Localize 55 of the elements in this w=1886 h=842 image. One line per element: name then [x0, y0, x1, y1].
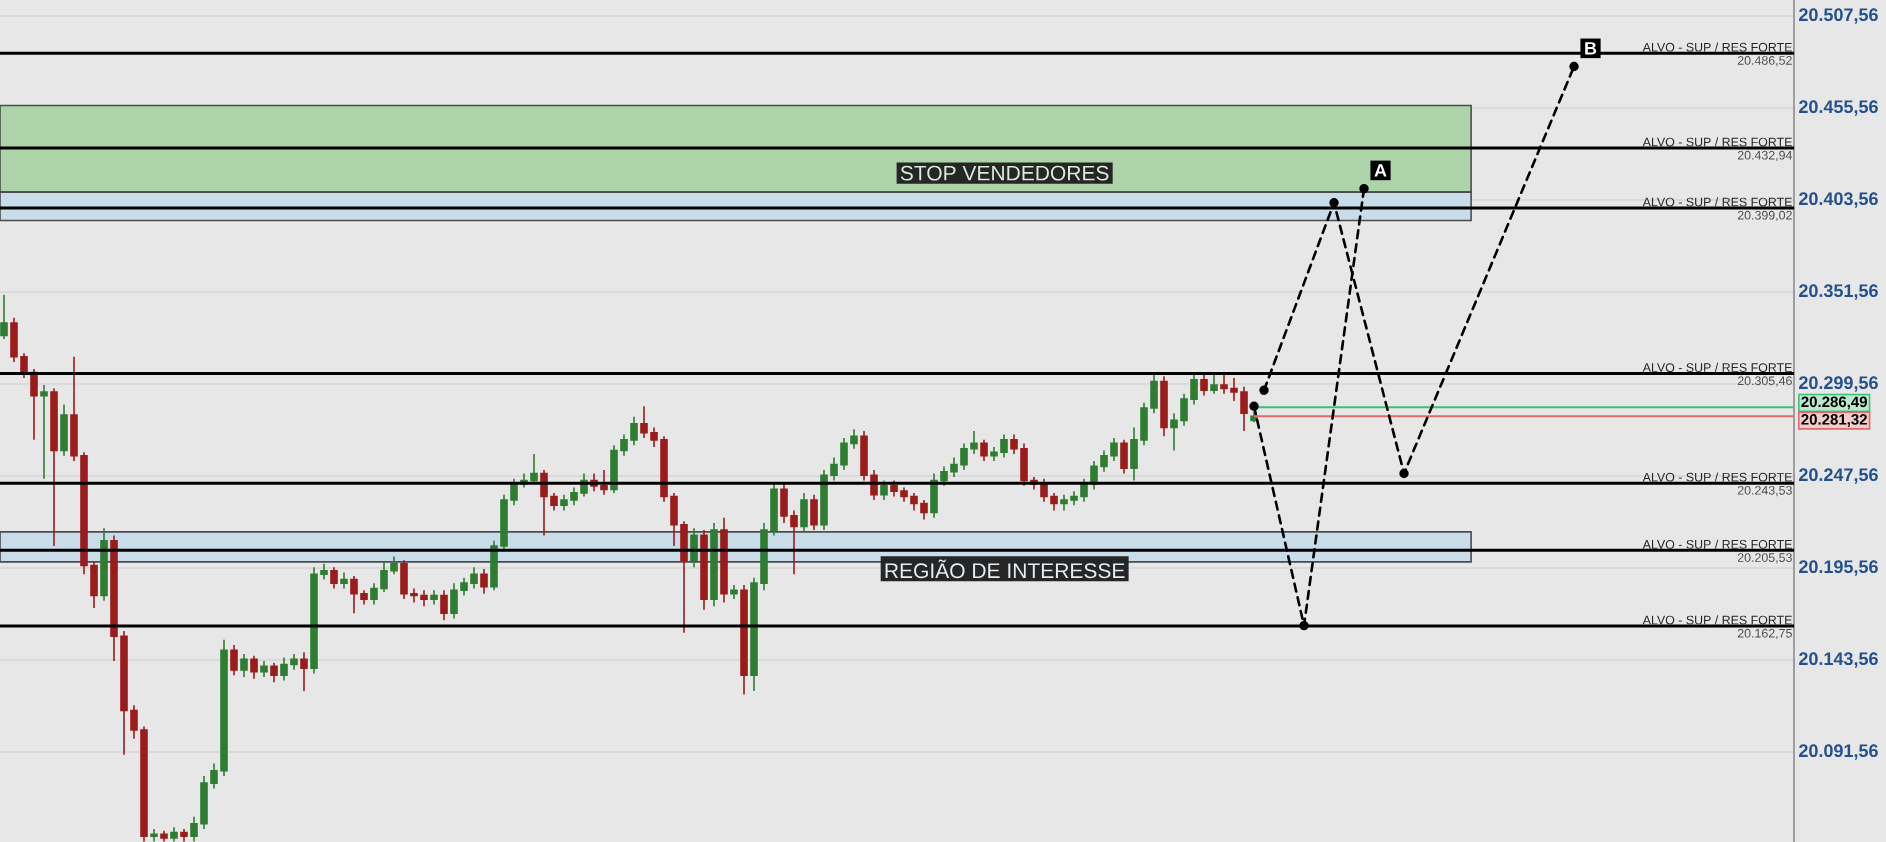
y-tick-label: 20.195,56 — [1799, 560, 1878, 576]
candlestick — [740, 584, 748, 696]
y-tick-label: 20.143,56 — [1799, 652, 1878, 668]
candlestick — [160, 830, 168, 842]
candlestick — [30, 368, 38, 441]
y-tick-label: 20.455,56 — [1799, 100, 1878, 116]
candlestick — [430, 589, 438, 606]
candlestick — [170, 826, 178, 842]
point — [1259, 385, 1269, 395]
candlestick — [1120, 439, 1128, 475]
candlestick — [700, 529, 708, 611]
point — [1249, 401, 1259, 411]
candlestick — [810, 493, 818, 531]
candlestick — [710, 522, 718, 607]
candlestick — [240, 653, 248, 678]
candlestick — [50, 387, 58, 547]
y-tick-label: 20.351,56 — [1799, 284, 1878, 300]
candlestick — [250, 654, 258, 680]
candlestick — [330, 566, 338, 590]
y-tick-label: 20.507,56 — [1799, 8, 1878, 24]
series-label: B — [1585, 42, 1597, 55]
candlestick — [40, 384, 48, 480]
candlestick — [1210, 373, 1218, 395]
candlestick — [300, 651, 308, 692]
candlestick — [880, 479, 888, 501]
y-tick-label: 20.247,56 — [1799, 468, 1878, 484]
candlestick — [180, 828, 188, 842]
candlestick — [0, 293, 8, 340]
candlestick — [260, 660, 268, 678]
candlestick — [800, 492, 808, 533]
candlestick — [230, 644, 238, 676]
series-label: A — [1374, 164, 1387, 177]
point — [1359, 183, 1369, 194]
band-label: STOP VENDEDORES — [900, 165, 1109, 181]
band-label: REGIÃO DE INTERESSE — [885, 559, 1125, 579]
candlestick — [480, 568, 488, 595]
candlestick — [690, 527, 698, 569]
candlestick — [150, 828, 158, 842]
candlestick — [1160, 375, 1168, 438]
point — [1569, 61, 1579, 72]
candlestick — [440, 589, 448, 622]
candlestick — [1200, 373, 1208, 397]
candlestick — [340, 571, 348, 590]
y-tick-label: 20.299,56 — [1799, 376, 1878, 392]
candlestick — [980, 439, 988, 462]
candlestick — [60, 403, 68, 457]
point — [1399, 468, 1409, 479]
candlestick — [270, 661, 278, 684]
candlestick — [100, 527, 108, 602]
point — [1329, 198, 1339, 208]
y-tick-label: 20.091,56 — [1799, 744, 1878, 760]
candlestick — [730, 584, 738, 600]
y-tick-label: 20.403,56 — [1799, 192, 1878, 208]
candlestick — [720, 516, 728, 604]
point — [1299, 620, 1309, 631]
